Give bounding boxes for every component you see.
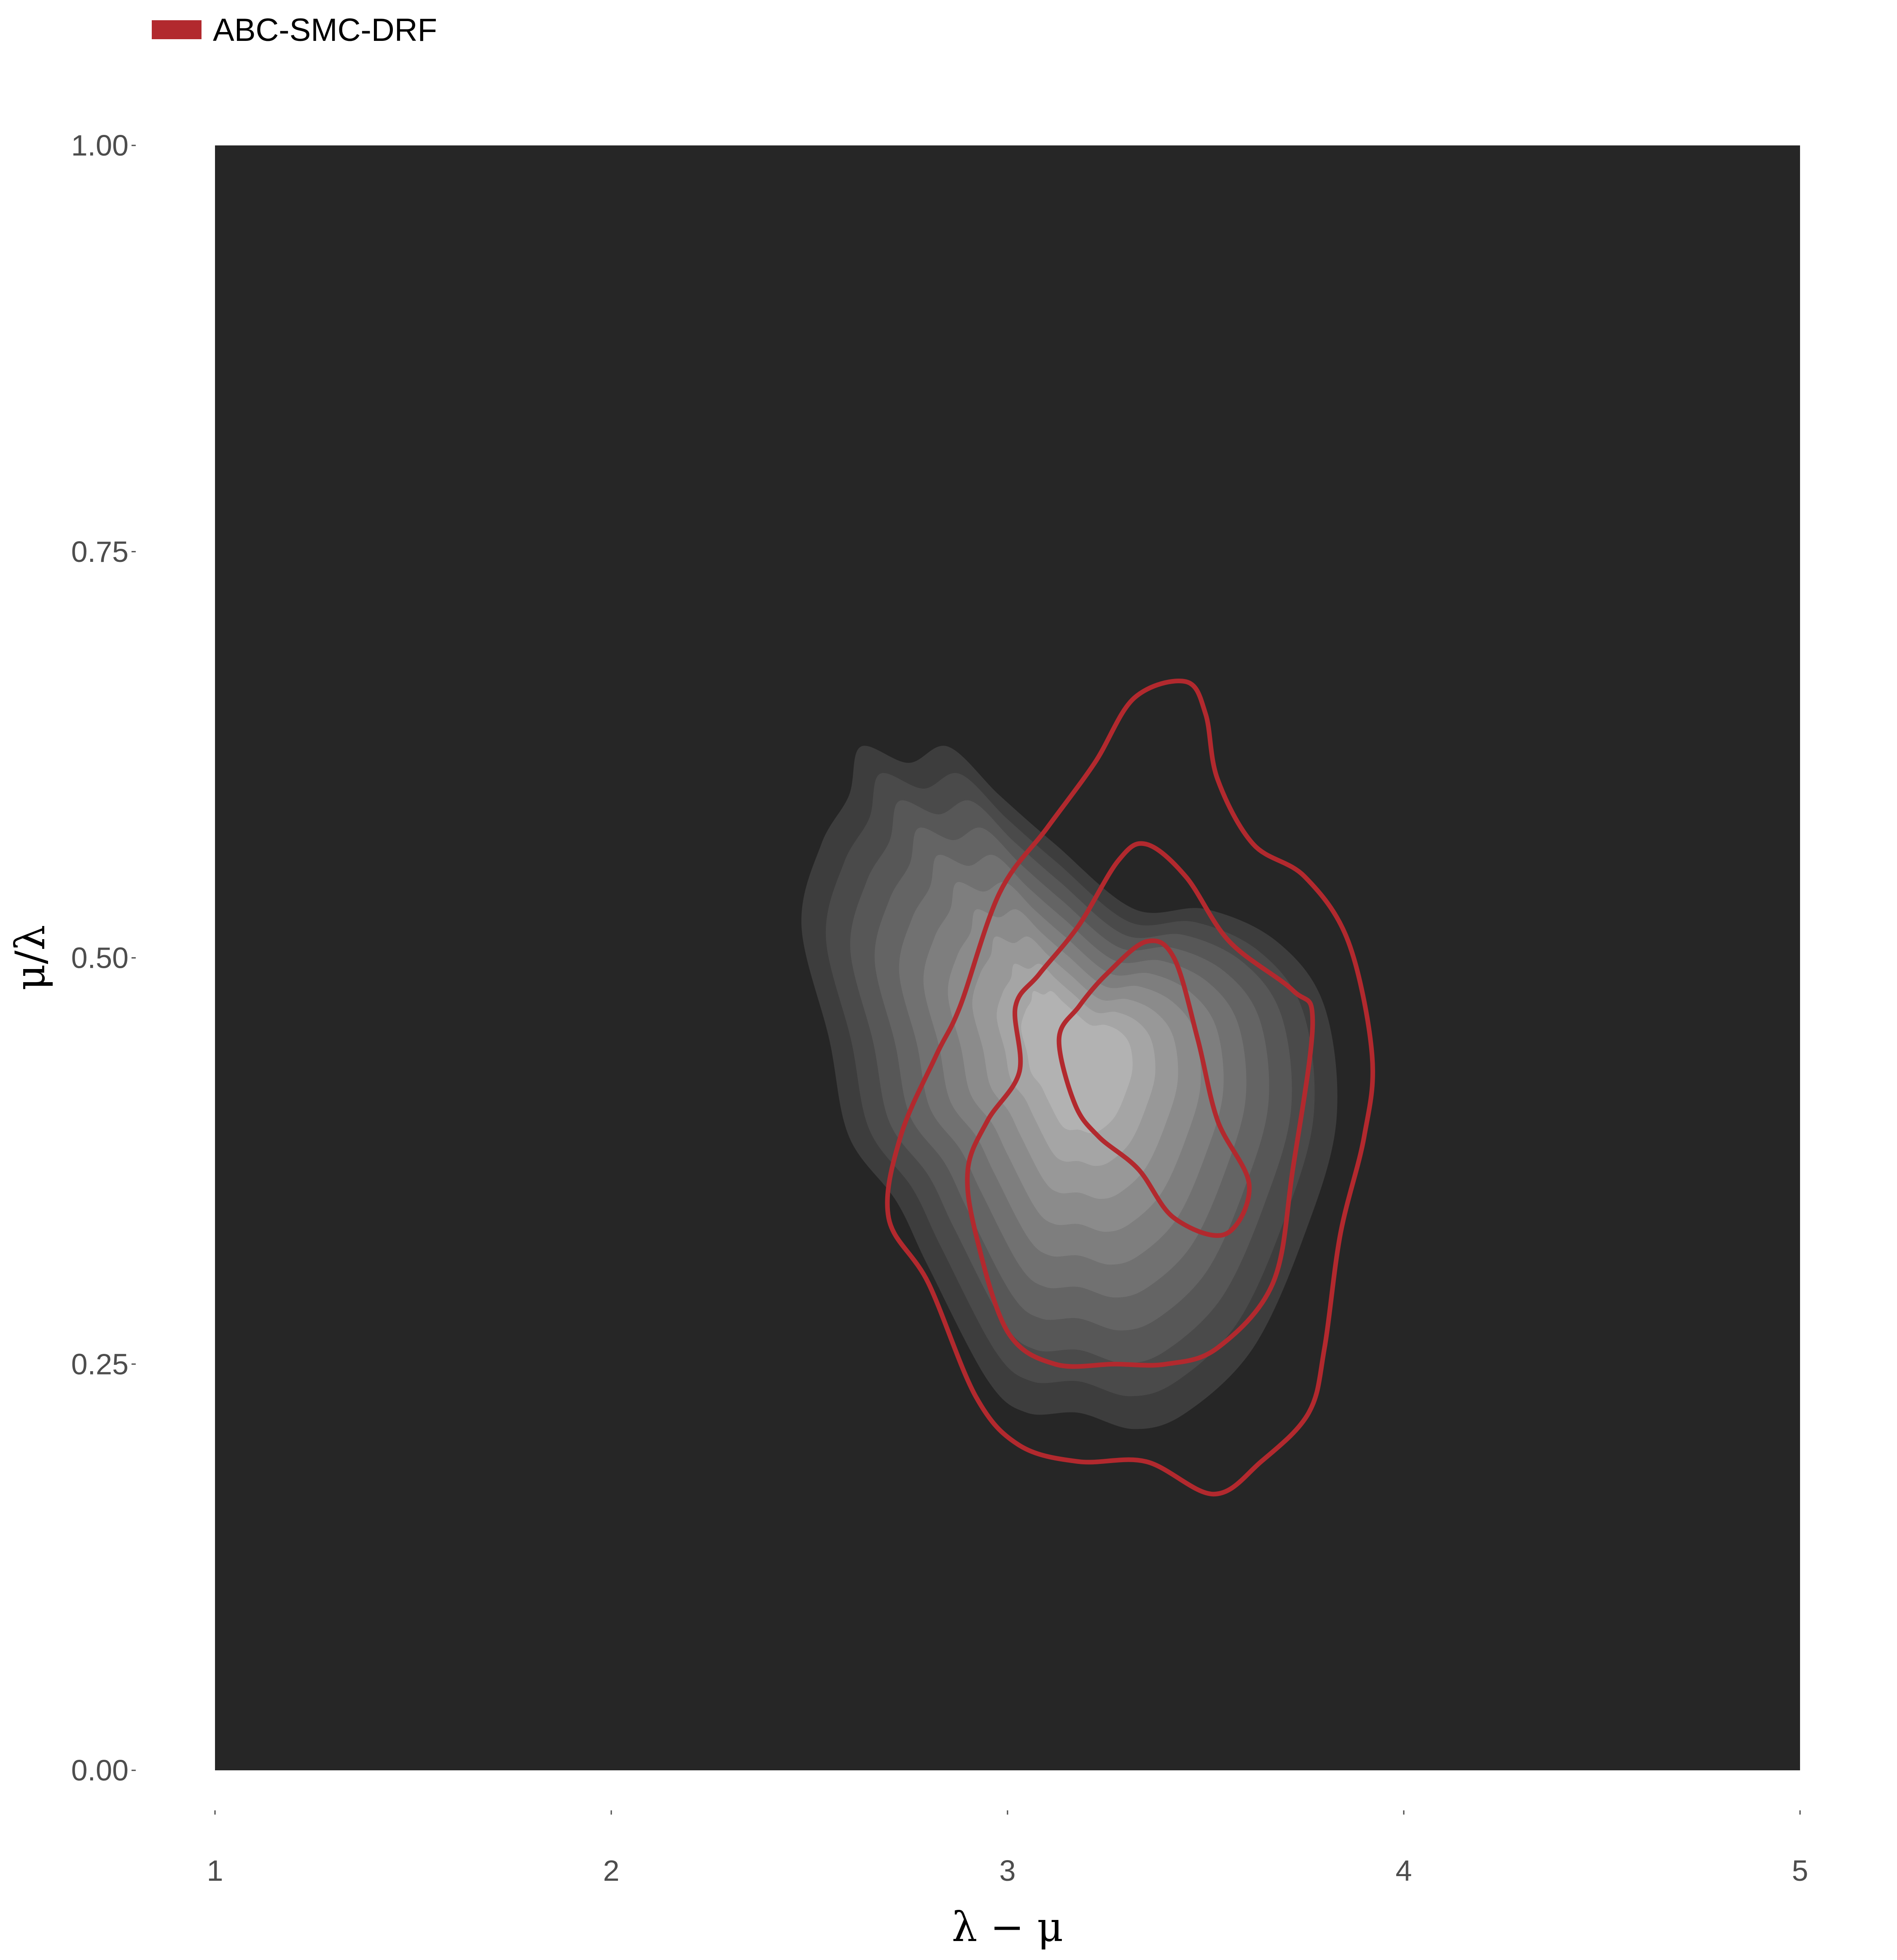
- abc-smc-drf-contour-2: [965, 841, 1315, 1369]
- x-tick-label: 3: [1000, 1854, 1016, 1887]
- axes: 1 2 3 4 5 0.00 0.25 0.50 0.75 1.00: [71, 129, 1808, 1887]
- legend-label-abc-smc-drf: ABC-SMC-DRF: [213, 12, 437, 48]
- x-tick-label: 2: [603, 1854, 620, 1887]
- x-axis-title: λ − μ: [952, 1904, 1064, 1951]
- x-tick-label: 4: [1396, 1854, 1412, 1887]
- x-tick-label: 1: [207, 1854, 223, 1887]
- abc-smc-drf-contours: [885, 679, 1375, 1497]
- y-tick-label: 0.75: [71, 535, 129, 568]
- legend-swatch-abc-smc-drf: [152, 20, 202, 39]
- x-tick-label: 5: [1792, 1854, 1808, 1887]
- y-tick-label: 0.00: [71, 1754, 129, 1787]
- y-tick-label: 0.25: [71, 1348, 129, 1380]
- y-axis-title: μ/λ: [7, 925, 54, 991]
- y-tick-label: 1.00: [71, 129, 129, 162]
- density-level-10: [1021, 991, 1133, 1133]
- abc-smc-drf-contour-3: [1056, 938, 1252, 1238]
- density-fill-contours: [801, 746, 1338, 1429]
- abc-smc-drf-contour-1: [885, 679, 1375, 1497]
- legend: ABC-SMC-DRF: [152, 12, 437, 48]
- y-tick-label: 0.50: [71, 942, 129, 975]
